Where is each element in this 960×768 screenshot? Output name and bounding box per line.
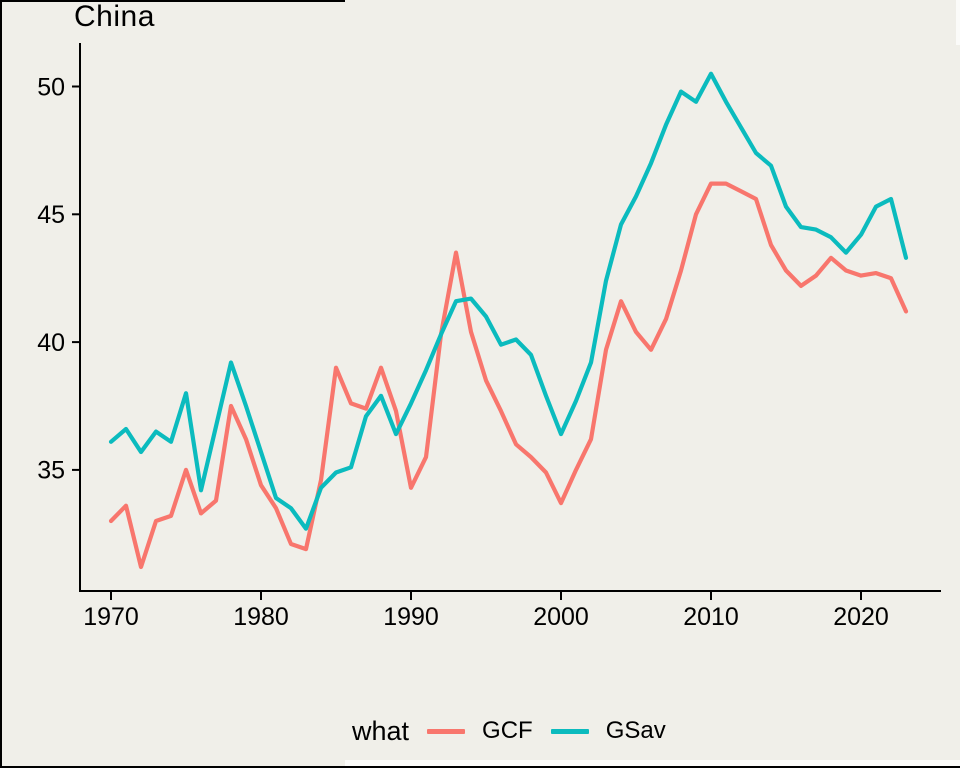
x-tick-label: 1970 xyxy=(83,603,139,631)
legend-item-gsav: GSav xyxy=(550,717,666,745)
y-tick-label: 35 xyxy=(37,457,65,485)
x-tick-label: 2020 xyxy=(833,603,889,631)
x-tick-label: 1990 xyxy=(383,603,439,631)
gcf-line xyxy=(108,181,909,570)
gsav-key-label: GSav xyxy=(605,717,666,744)
gsav-key-swatch xyxy=(550,728,589,734)
x-tick-label: 2000 xyxy=(533,603,589,631)
legend-title: what xyxy=(352,715,410,746)
window-edge-bottom xyxy=(0,766,960,768)
gcf-key-label: GCF xyxy=(482,717,533,744)
y-tick-label: 40 xyxy=(37,329,65,357)
legend-item-gcf: GCF xyxy=(427,717,533,745)
window-edge-strip-bottom xyxy=(345,760,960,766)
window-edge-top xyxy=(0,0,345,2)
gcf-key-swatch xyxy=(427,728,466,734)
legend: what GCF GSav xyxy=(352,714,666,748)
chart-title: China xyxy=(74,0,155,33)
window-edge-left xyxy=(0,0,2,768)
x-tick-label: 2010 xyxy=(683,603,739,631)
y-tick-label: 50 xyxy=(37,73,65,101)
y-tick-label: 45 xyxy=(37,201,65,229)
gsav-line xyxy=(108,71,909,531)
x-tick-label: 1980 xyxy=(233,603,289,631)
window-edge-strip-right xyxy=(956,0,960,45)
